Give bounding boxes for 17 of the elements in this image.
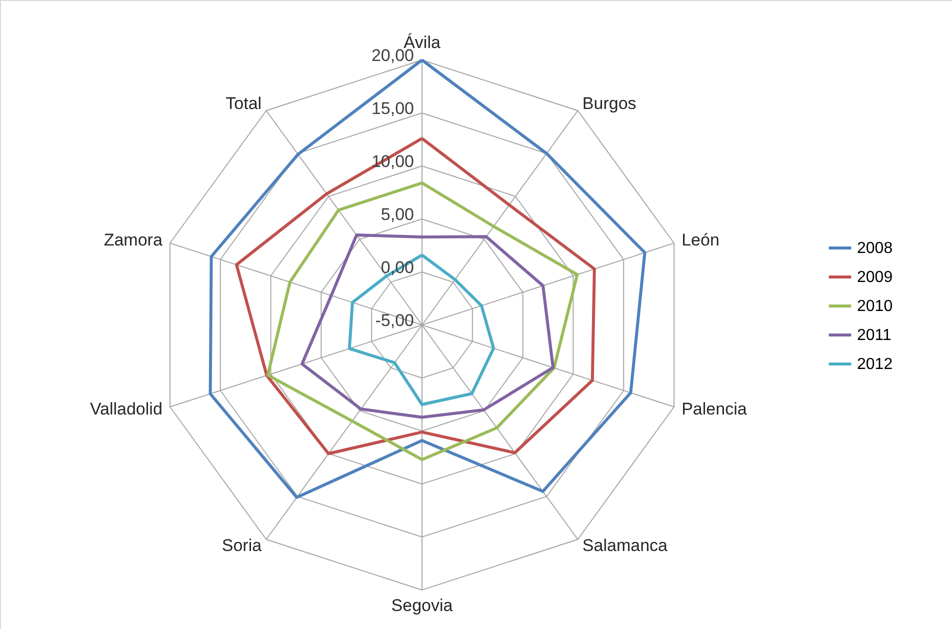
spoke-label: Salamanca [582,536,668,555]
legend-label: 2010 [857,298,893,315]
legend-label: 2012 [857,356,893,373]
spoke-label: Valladolid [90,399,162,418]
legend-label: 2008 [857,240,893,257]
spoke-label: Soria [222,536,262,555]
spoke-label: Total [226,94,262,114]
legend-label: 2011 [857,327,892,344]
y-tick-label: -5,00 [375,311,414,330]
spoke-label: Zamora [104,230,163,250]
spoke-label: Burgos [582,94,636,114]
y-tick-label: 15,00 [371,99,414,118]
spoke-label: León [682,230,720,250]
spoke-label: Palencia [682,399,748,418]
legend-label: 2009 [857,269,893,286]
y-tick-label: 5,00 [380,205,414,224]
spoke-label: Segovia [391,596,454,615]
